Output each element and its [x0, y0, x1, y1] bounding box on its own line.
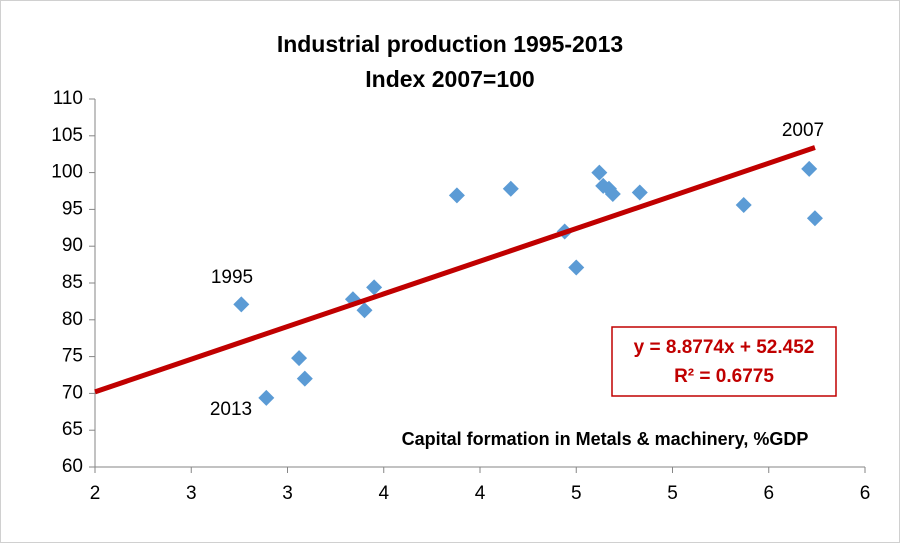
y-tick-label: 60 — [62, 456, 83, 477]
point — [604, 185, 621, 202]
point — [448, 187, 465, 204]
equation-box — [611, 326, 837, 397]
x-tick-label: 3 — [282, 483, 293, 504]
y-tick-label: 105 — [51, 125, 83, 146]
y-tick-label: 75 — [62, 346, 83, 367]
y-tick-label: 90 — [62, 235, 83, 256]
y-tick-label: 95 — [62, 198, 83, 219]
point — [502, 180, 519, 197]
x-tick-label: 5 — [571, 483, 582, 504]
chart-title: Industrial production 1995-2013 — [277, 31, 623, 57]
point — [568, 259, 585, 276]
trendline — [94, 145, 816, 395]
y-tick-label: 110 — [53, 88, 83, 109]
x-tick-label: 5 — [667, 483, 678, 504]
x-tick-label: 6 — [860, 483, 871, 504]
y-tick-label: 85 — [62, 272, 83, 293]
point — [258, 389, 275, 406]
x-axis-title: Capital formation in Metals & machinery,… — [402, 429, 809, 449]
point — [296, 370, 313, 387]
point — [233, 296, 250, 313]
trendline-equation: y = 8.8774x + 52.452 — [634, 337, 815, 358]
point — [591, 164, 608, 181]
chart-subtitle: Index 2007=100 — [365, 66, 534, 92]
point — [631, 184, 648, 201]
point — [356, 302, 373, 319]
point — [366, 279, 383, 296]
x-tick-label: 6 — [763, 483, 774, 504]
point — [291, 350, 308, 367]
y-tick-label: 65 — [62, 419, 83, 440]
y-tick-label: 100 — [51, 162, 83, 183]
x-tick-label: 4 — [378, 483, 389, 504]
trendline-r2: R² = 0.6775 — [674, 366, 774, 387]
point — [806, 210, 823, 227]
annotation: 1995 — [211, 267, 253, 288]
x-tick-label: 3 — [186, 483, 197, 504]
x-tick-label: 2 — [90, 483, 101, 504]
annotation: 2007 — [782, 120, 824, 141]
point — [801, 160, 818, 177]
point — [735, 196, 752, 213]
x-tick-label: 4 — [475, 483, 486, 504]
y-tick-label: 80 — [62, 309, 83, 330]
annotation: 2013 — [210, 399, 252, 420]
y-tick-label: 70 — [62, 382, 83, 403]
